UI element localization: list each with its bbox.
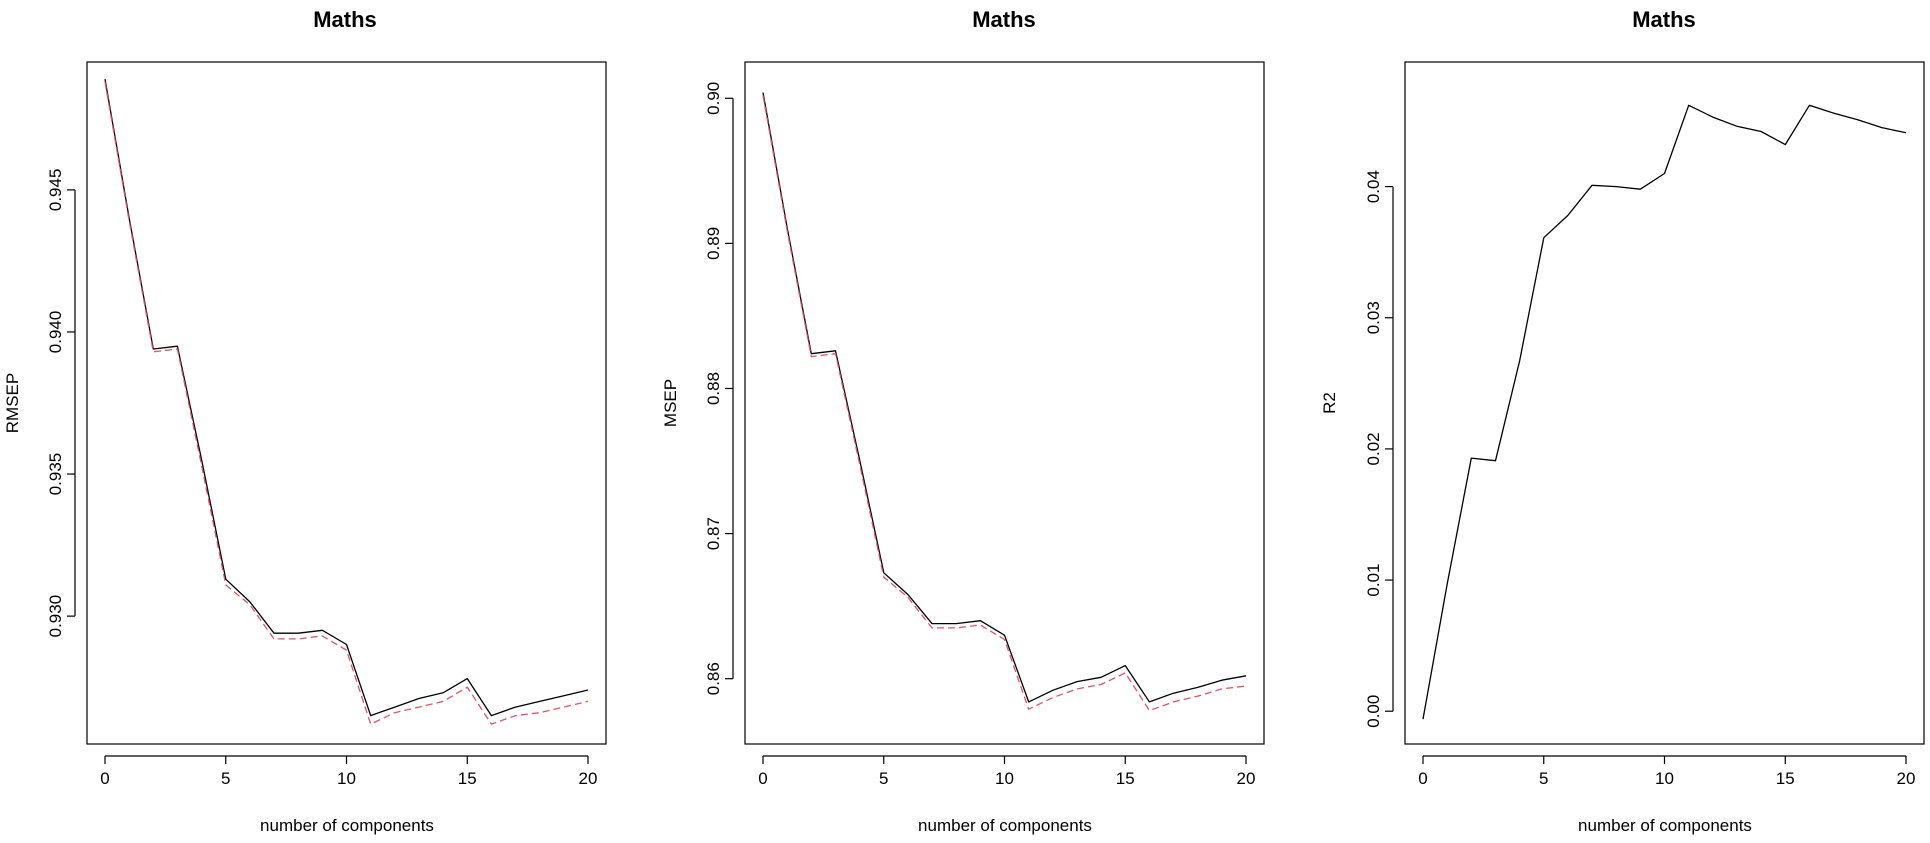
y-axis-label: RMSEP	[3, 373, 22, 433]
y-tick-label: 0.02	[1364, 432, 1383, 465]
y-axis: 0.00 0.01 0.02 0.03 0.04	[1364, 170, 1394, 728]
y-tick-label: 0.935	[46, 453, 65, 496]
series-line-solid	[104, 78, 589, 717]
x-axis: 0 5 10 15 20	[758, 755, 1256, 788]
y-axis-label: R2	[1320, 392, 1339, 414]
y-axis: 0.86 0.87 0.88 0.89 0.90	[704, 82, 734, 695]
series-line-solid	[762, 92, 1247, 703]
y-tick-label: 0.89	[704, 227, 723, 260]
x-tick-label: 20	[1237, 769, 1256, 788]
x-tick-label: 15	[1776, 769, 1795, 788]
x-tick-label: 10	[995, 769, 1014, 788]
x-tick-label: 10	[1655, 769, 1674, 788]
series-group	[104, 78, 589, 725]
panel-title: Maths	[972, 7, 1036, 32]
x-tick-label: 5	[1539, 769, 1548, 788]
x-tick-label: 0	[758, 769, 767, 788]
x-axis-label: number of components	[1578, 816, 1752, 835]
x-tick-label: 15	[1116, 769, 1135, 788]
series-line-dashed	[762, 95, 1247, 712]
x-axis-label: number of components	[260, 816, 434, 835]
series-line-dashed	[104, 81, 589, 725]
plot-frame	[86, 61, 607, 745]
x-tick-label: 20	[1897, 769, 1916, 788]
plot-frame	[1404, 61, 1925, 745]
x-tick-label: 0	[1418, 769, 1427, 788]
chart-panel-msep: Maths 0 5 10 15 20 0.86 0.87 0.88 0.89 0.90 numb…	[661, 7, 1265, 835]
y-tick-label: 0.87	[704, 517, 723, 550]
y-tick-label: 0.930	[46, 595, 65, 638]
y-tick-label: 0.03	[1364, 301, 1383, 334]
y-tick-label: 0.04	[1364, 170, 1383, 203]
x-tick-label: 15	[458, 769, 477, 788]
panel-title: Maths	[1632, 7, 1696, 32]
chart-panel-rmsep: Maths 0 5 10 15 20 0.930 0.935 0.940 0.945 numb…	[3, 7, 607, 835]
y-tick-label: 0.945	[46, 169, 65, 212]
x-tick-label: 5	[879, 769, 888, 788]
panel-title: Maths	[313, 7, 377, 32]
x-axis: 0 5 10 15 20	[1418, 755, 1916, 788]
x-tick-label: 20	[579, 769, 598, 788]
y-tick-label: 0.88	[704, 372, 723, 405]
x-tick-label: 5	[221, 769, 230, 788]
y-axis: 0.930 0.935 0.940 0.945	[46, 169, 76, 638]
series-line-solid	[1422, 104, 1907, 720]
chart-panel-r2: Maths 0 5 10 15 20 0.00 0.01 0.02 0.03 0.04 numb…	[1320, 7, 1925, 835]
x-tick-label: 0	[100, 769, 109, 788]
series-group	[1422, 104, 1907, 720]
x-axis: 0 5 10 15 20	[100, 755, 598, 788]
y-tick-label: 0.86	[704, 662, 723, 695]
series-group	[762, 92, 1247, 712]
y-axis-label: MSEP	[661, 379, 680, 427]
y-tick-label: 0.940	[46, 311, 65, 354]
y-tick-label: 0.00	[1364, 695, 1383, 728]
x-axis-label: number of components	[918, 816, 1092, 835]
y-tick-label: 0.90	[704, 82, 723, 115]
y-tick-label: 0.01	[1364, 564, 1383, 597]
plot-frame	[744, 61, 1265, 745]
x-tick-label: 10	[337, 769, 356, 788]
